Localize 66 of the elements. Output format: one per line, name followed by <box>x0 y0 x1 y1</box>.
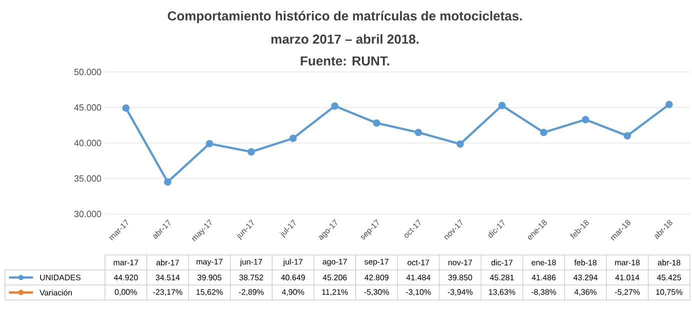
text: 15,62% <box>196 289 223 296</box>
text: 13,63% <box>489 289 516 296</box>
y-tick-label: 40.000 <box>74 140 102 146</box>
data-label: 41.486 <box>532 274 556 280</box>
data-label: 44.920 <box>114 274 138 280</box>
point <box>624 132 632 140</box>
data-label: 43.294 <box>573 274 598 280</box>
point <box>582 116 590 124</box>
category-label: feb-18 <box>574 260 597 266</box>
category-label: dic-17 <box>491 260 512 266</box>
text: 4,36% <box>574 289 597 296</box>
text: -3,10% <box>406 289 431 296</box>
text: -8,38% <box>531 289 556 296</box>
point <box>372 119 380 127</box>
point <box>665 100 673 108</box>
category-label: mar-18 <box>615 260 640 266</box>
text: -23,17% <box>153 289 182 296</box>
data-label: 39.905 <box>198 274 222 280</box>
text: -5,30% <box>364 289 389 296</box>
chart-subtitle: marzo 2017 – abril 2018. <box>271 34 419 44</box>
point <box>540 128 548 136</box>
text: 11,21% <box>322 289 348 296</box>
point <box>456 140 464 148</box>
legend-label: UNIDADES <box>40 274 81 280</box>
data-label: 41.014 <box>615 274 640 280</box>
category-label: abr-17 <box>156 260 179 266</box>
point <box>164 178 172 186</box>
category-label: nov-17 <box>448 260 472 266</box>
category-label: jun-17 <box>240 258 262 266</box>
data-label: 40.649 <box>281 274 305 280</box>
data-label: 39.850 <box>448 274 472 280</box>
category-label: oct-17 <box>408 260 430 266</box>
y-tick-label: 50.000 <box>74 68 102 76</box>
y-tick-label: 30.000 <box>74 210 102 218</box>
text: 10,75% <box>656 289 682 296</box>
text: 4,90% <box>282 289 304 296</box>
point <box>331 102 339 110</box>
point <box>414 128 422 136</box>
y-tick-label: 45.000 <box>74 104 102 111</box>
text: 0,00% <box>114 289 137 296</box>
point <box>498 102 506 110</box>
data-label: 45.425 <box>657 274 681 280</box>
chart-title: Comportamiento histórico de matrículas de motocicletas. <box>168 10 522 24</box>
point <box>248 148 255 156</box>
text: -2,89% <box>238 289 264 296</box>
text: -3,94% <box>448 289 473 296</box>
data-label: 41.484 <box>406 274 430 280</box>
data-label: 38.752 <box>239 274 264 280</box>
category-label: may-17 <box>196 258 222 266</box>
category-label: ago-17 <box>322 258 347 266</box>
point <box>289 134 297 142</box>
category-label: abr-18 <box>658 260 680 266</box>
source-note: Fuente: RUNT. <box>300 56 390 66</box>
point <box>206 140 214 148</box>
category-label: ene-18 <box>532 260 556 266</box>
category-label: mar-17 <box>114 260 138 266</box>
data-label: 45.206 <box>322 274 347 280</box>
legend-label: Variación <box>40 289 72 296</box>
category-label: sep-17 <box>364 258 388 266</box>
y-tick-label: 35.000 <box>74 175 102 182</box>
data-label: 45.281 <box>490 274 514 280</box>
data-label: 34.514 <box>156 274 180 280</box>
text: -5,27% <box>615 289 640 296</box>
category-label: jul-17 <box>283 258 302 266</box>
data-label: 42.809 <box>364 274 388 280</box>
point <box>122 104 130 112</box>
